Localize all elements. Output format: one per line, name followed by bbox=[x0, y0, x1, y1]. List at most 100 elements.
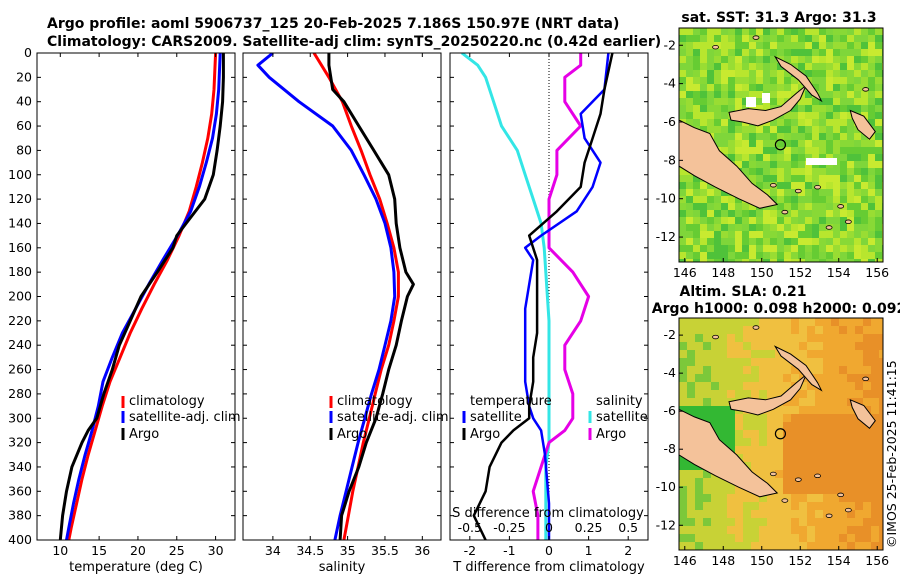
sla-cell bbox=[751, 526, 759, 534]
sst-cell bbox=[819, 35, 826, 42]
sst-cell bbox=[679, 105, 686, 112]
sla-cell bbox=[727, 438, 735, 446]
sla-cell bbox=[711, 478, 719, 486]
sst-cell bbox=[812, 217, 819, 224]
sst-cell bbox=[840, 42, 847, 49]
sla-cell bbox=[727, 430, 735, 438]
sla-cell bbox=[687, 318, 695, 326]
sla-cell bbox=[879, 326, 883, 334]
sla-cell bbox=[775, 334, 783, 342]
sla-cell bbox=[815, 430, 823, 438]
sla-cell bbox=[727, 390, 735, 398]
sla-cell bbox=[727, 510, 735, 518]
sst-cell bbox=[728, 28, 735, 35]
sla-cell bbox=[879, 478, 883, 486]
sst-cell bbox=[777, 252, 784, 259]
sla-cell bbox=[711, 494, 719, 502]
sst-cell bbox=[847, 56, 854, 63]
sst-cell bbox=[812, 245, 819, 252]
sst-cell bbox=[770, 161, 777, 168]
sla-cell bbox=[735, 374, 743, 382]
sst-cell bbox=[812, 84, 819, 91]
sst-cell bbox=[854, 168, 861, 175]
sst-cell bbox=[784, 224, 791, 231]
sla-cell bbox=[767, 326, 775, 334]
sla-cell bbox=[751, 366, 759, 374]
sst-cell bbox=[707, 182, 714, 189]
sla-cell bbox=[831, 518, 839, 526]
sla-cell bbox=[839, 438, 847, 446]
sla-cell bbox=[695, 358, 703, 366]
sst-cell bbox=[714, 112, 721, 119]
sla-cell bbox=[855, 446, 863, 454]
sla-cell bbox=[879, 462, 883, 470]
sst-cell bbox=[784, 238, 791, 245]
sst-cell bbox=[861, 91, 868, 98]
sst-cell bbox=[770, 238, 777, 245]
sla-cell bbox=[839, 478, 847, 486]
sst-cell bbox=[826, 70, 833, 77]
sst-cell bbox=[686, 84, 693, 91]
sla-cell bbox=[719, 478, 727, 486]
legend-t-satellite: satellite bbox=[470, 410, 522, 425]
sla-cell bbox=[839, 358, 847, 366]
sst-cell bbox=[742, 203, 749, 210]
sst-cell bbox=[770, 259, 777, 262]
sla-cell bbox=[695, 398, 703, 406]
sla-cell bbox=[847, 334, 855, 342]
sla-cell bbox=[807, 542, 815, 550]
sla-cell bbox=[799, 486, 807, 494]
sla-cell bbox=[831, 414, 839, 422]
sst-cell bbox=[742, 133, 749, 140]
sst-cell bbox=[854, 175, 861, 182]
sst-cell bbox=[679, 217, 686, 224]
sla-cell bbox=[831, 502, 839, 510]
sla-cell bbox=[695, 542, 703, 550]
sla-cell bbox=[775, 390, 783, 398]
sla-cell bbox=[855, 342, 863, 350]
sla-cell bbox=[767, 454, 775, 462]
sst-cell bbox=[868, 119, 875, 126]
sst-cell bbox=[714, 189, 721, 196]
sst-cell bbox=[749, 105, 756, 112]
s-tick-label: 0.5 bbox=[618, 520, 638, 535]
sst-cell bbox=[791, 147, 798, 154]
sla-cell bbox=[823, 526, 831, 534]
depth-tick-label: 140 bbox=[8, 215, 32, 230]
sla-cell bbox=[743, 526, 751, 534]
sst-cell bbox=[707, 217, 714, 224]
sst-cell bbox=[693, 203, 700, 210]
sla-cell bbox=[751, 518, 759, 526]
sst-cell bbox=[749, 147, 756, 154]
sla-cell bbox=[767, 350, 775, 358]
sla-cell bbox=[695, 478, 703, 486]
sst-cell bbox=[714, 49, 721, 56]
sst-cell bbox=[812, 35, 819, 42]
sla-cell bbox=[847, 414, 855, 422]
sla-cell bbox=[823, 422, 831, 430]
sla-cell bbox=[703, 350, 711, 358]
sst-cell bbox=[721, 126, 728, 133]
sla-cell bbox=[759, 542, 767, 550]
sla-cell bbox=[879, 358, 883, 366]
sst-cell bbox=[749, 231, 756, 238]
title-line-2: Climatology: CARS2009. Satellite-adj cli… bbox=[47, 34, 661, 50]
sla-cell bbox=[863, 390, 871, 398]
sla-cell bbox=[687, 462, 695, 470]
small-island bbox=[794, 188, 802, 194]
sla-cell bbox=[815, 462, 823, 470]
small-island bbox=[844, 507, 852, 513]
sst-cell bbox=[854, 56, 861, 63]
sla-cell bbox=[679, 318, 687, 326]
sst-cell bbox=[728, 77, 735, 84]
x-tick-label: 35.5 bbox=[371, 543, 399, 558]
sst-cell bbox=[742, 231, 749, 238]
sla-cell bbox=[847, 358, 855, 366]
sla-cell bbox=[855, 502, 863, 510]
sla-cell bbox=[799, 350, 807, 358]
sst-cell bbox=[714, 98, 721, 105]
diff-series-t-satellite bbox=[523, 53, 610, 540]
sla-cell bbox=[815, 358, 823, 366]
sla-cell bbox=[775, 366, 783, 374]
sst-cell bbox=[749, 203, 756, 210]
